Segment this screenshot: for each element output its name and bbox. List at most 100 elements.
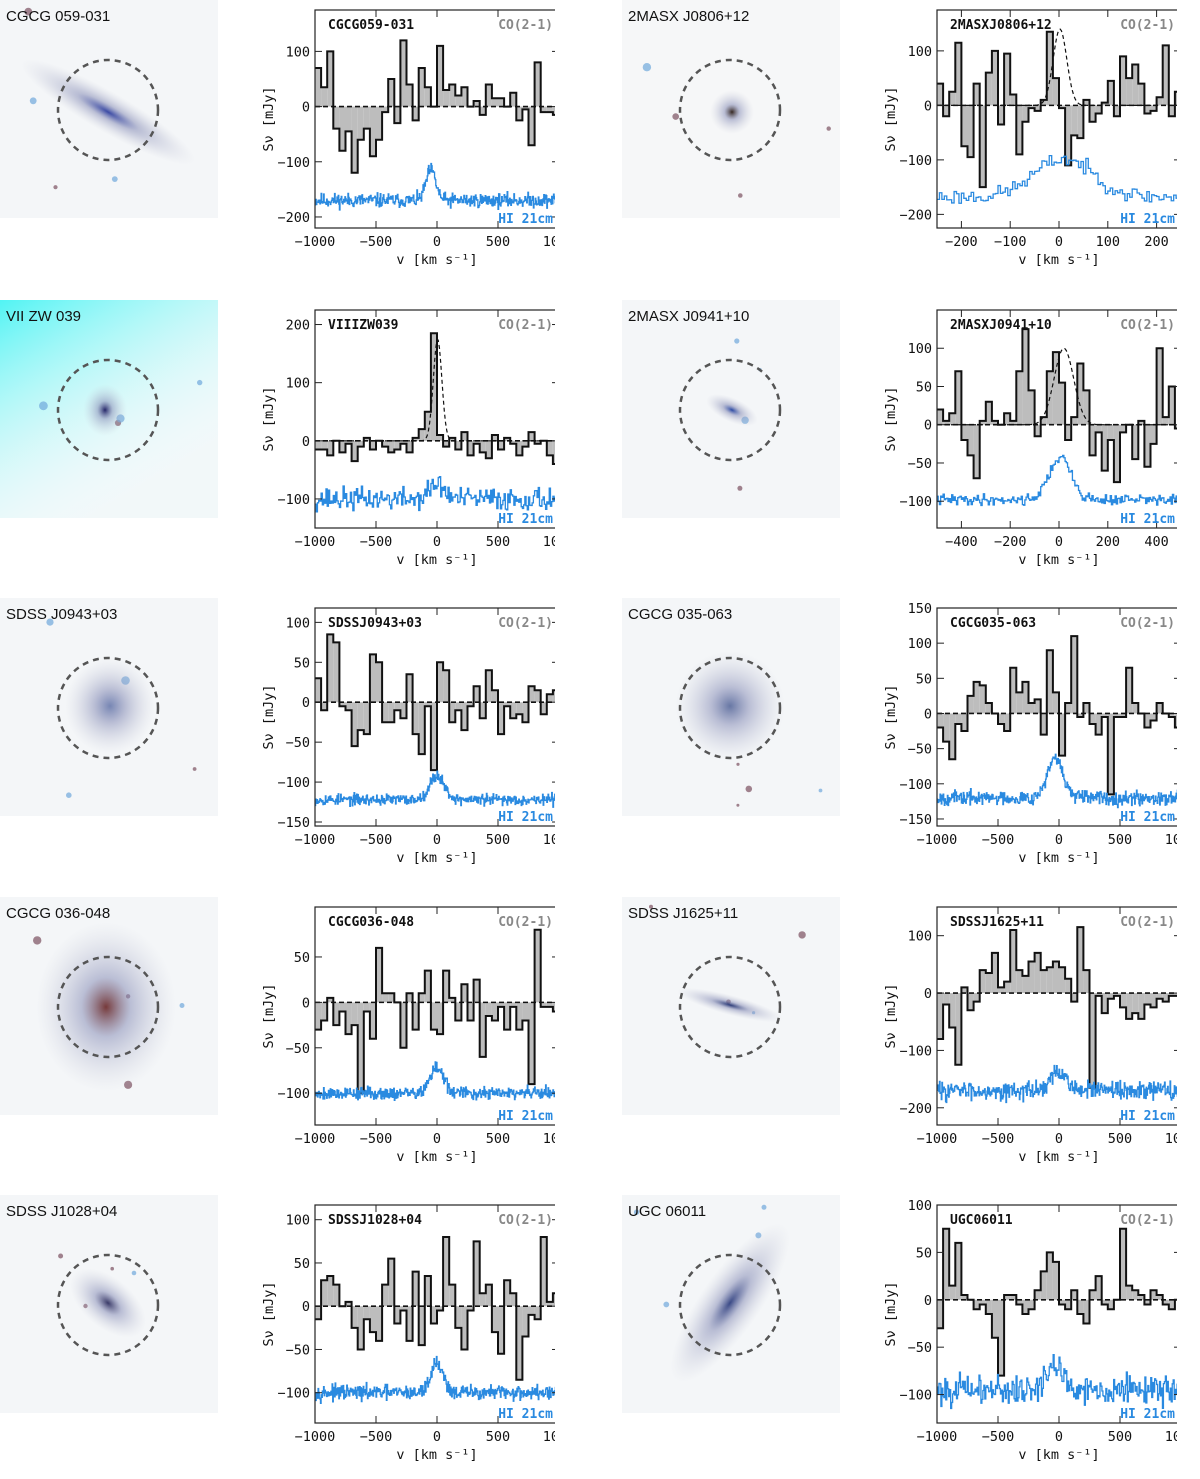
co-bin-fill <box>1034 952 1041 994</box>
co-bin-fill <box>1095 713 1102 735</box>
x-tick-label: −400 <box>945 534 978 550</box>
co-spectrum-step-line <box>937 328 1177 484</box>
co-bin-fill <box>418 993 425 1003</box>
galaxy-chart-title: CGCG036-048 <box>328 915 414 930</box>
x-tick-label: 200 <box>1144 234 1168 250</box>
galaxy-image-canvas <box>622 0 840 218</box>
co-bin-fill <box>1059 967 1066 994</box>
y-axis-label: Sν [mJy] <box>883 386 899 451</box>
hi-line-label: HI 21cm <box>1120 1407 1175 1422</box>
co-bin-fill <box>1089 993 1096 1088</box>
background-star <box>46 618 54 626</box>
x-tick-label: 0 <box>433 234 441 250</box>
co-bin-fill <box>1065 105 1072 166</box>
co-bin-fill <box>351 1002 358 1026</box>
co-bin-fill <box>528 686 535 703</box>
co-bin-fill <box>949 1285 956 1300</box>
co-line-label: CO(2-1) <box>498 18 553 33</box>
co-bin-fill <box>491 1306 498 1333</box>
co-bin-fill <box>412 437 419 441</box>
background-star <box>179 1003 185 1008</box>
co-bin-fill <box>473 1241 480 1307</box>
co-bin-fill <box>1120 993 1127 1008</box>
co-bin-fill <box>1034 1290 1041 1300</box>
galaxy-name-label: SDSS J0943+03 <box>6 606 118 623</box>
co-bin-fill <box>1174 713 1177 728</box>
y-axis-label: Sν [mJy] <box>883 1281 899 1346</box>
co-bin-fill <box>1150 105 1157 111</box>
co-bin-fill <box>315 678 322 703</box>
co-line-label: CO(2-1) <box>498 915 553 930</box>
co-bin-fill <box>552 1293 555 1307</box>
spectrum-chart: −400 −200 0 200 400 −100 −50 0 50 100 2MASXJ0941+1… <box>883 309 1177 568</box>
co-bin-fill <box>315 67 322 107</box>
beam-aperture-circle <box>56 656 160 760</box>
co-bin-fill <box>943 993 950 1005</box>
galaxy-image: CGCG 036-048 <box>0 897 218 1115</box>
co-bin-fill <box>985 1299 992 1314</box>
co-bin-fill <box>1168 1299 1175 1310</box>
galaxy-image: 2MASX J0941+10 <box>622 300 840 518</box>
co-bin-fill <box>376 106 383 140</box>
x-tick-label: −500 <box>360 534 393 550</box>
hi-line-label: HI 21cm <box>1120 212 1175 227</box>
co-bin-fill <box>382 440 389 447</box>
co-bin-fill <box>1095 105 1102 114</box>
x-axis-label: v [km s⁻¹] <box>1018 1447 1099 1463</box>
co-bin-fill <box>1004 413 1011 425</box>
co-bin-fill <box>1077 105 1084 139</box>
spectrum-chart: −1000−50005001000−100−50050100SDSSJ1028+… <box>261 1204 555 1463</box>
x-tick-label: −1000 <box>295 234 336 250</box>
co-bin-fill <box>351 106 358 173</box>
co-bin-fill <box>437 1002 444 1035</box>
co-bin-fill <box>1132 64 1139 106</box>
background-star <box>649 904 653 909</box>
co-bin-fill <box>534 440 541 444</box>
co-bin-fill <box>504 1280 511 1307</box>
galaxy-name-label: 2MASX J0941+10 <box>628 308 750 325</box>
hi-spectrum-line <box>315 475 555 513</box>
co-bin-fill <box>937 713 944 728</box>
co-bin-fill <box>485 440 492 459</box>
y-axis-label: Sν [mJy] <box>261 386 277 451</box>
co-bin-fill <box>1150 713 1157 721</box>
co-bin-fill <box>498 702 505 735</box>
co-bin-fill <box>327 1275 334 1307</box>
x-tick-label: 0 <box>433 1131 441 1147</box>
co-bin-fill <box>406 84 413 107</box>
co-bin-fill <box>967 695 974 714</box>
co-bin-fill <box>1150 993 1157 1008</box>
co-bin-fill <box>394 702 401 711</box>
galaxy-image: SDSS J0943+03 <box>0 598 218 816</box>
co-bin-fill <box>973 681 980 714</box>
y-tick-label: 0 <box>302 1299 310 1315</box>
co-bin-fill <box>382 702 389 723</box>
y-tick-label: 0 <box>924 418 932 434</box>
co-bin-fill <box>1052 1261 1059 1300</box>
co-bin-fill <box>1065 978 1072 994</box>
galaxy-image-canvas <box>0 1195 218 1413</box>
co-bin-fill <box>516 1306 523 1380</box>
co-bin-fill <box>406 993 413 1003</box>
co-bin-fill <box>369 1306 376 1333</box>
y-tick-label: −100 <box>899 777 932 793</box>
co-bin-fill <box>949 413 956 425</box>
co-bin-fill <box>552 690 555 703</box>
co-bin-fill <box>339 440 346 453</box>
co-bin-fill <box>522 702 529 723</box>
background-star <box>111 176 118 183</box>
co-bin-fill <box>345 1301 352 1307</box>
co-bin-fill <box>546 1002 553 1007</box>
background-star <box>131 1270 137 1276</box>
x-tick-label: 500 <box>1108 1131 1132 1147</box>
galaxy-body <box>706 393 758 427</box>
co-bin-fill <box>1138 420 1145 425</box>
galaxy-name-label: CGCG 059-031 <box>6 8 111 25</box>
co-bin-fill <box>327 440 334 456</box>
co-bin-fill <box>1004 53 1011 106</box>
galaxy-image: CGCG 035-063 <box>622 598 840 816</box>
co-bin-fill <box>510 702 517 719</box>
co-spectrum-step-line <box>315 1236 555 1381</box>
co-bin-fill <box>1046 1252 1053 1300</box>
co-bin-fill <box>1028 105 1035 109</box>
